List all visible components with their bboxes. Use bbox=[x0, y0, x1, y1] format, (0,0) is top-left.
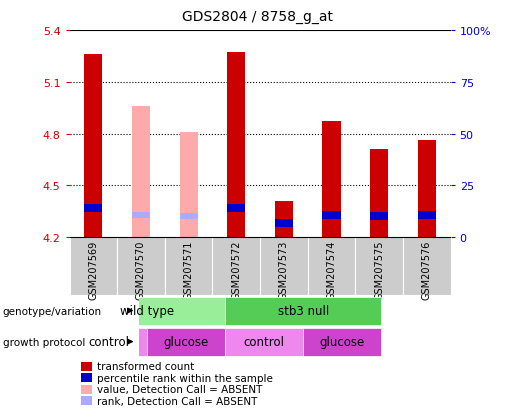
Text: GSM207576: GSM207576 bbox=[422, 240, 432, 299]
Text: GSM207573: GSM207573 bbox=[279, 240, 289, 299]
Bar bbox=[260, 237, 308, 295]
Text: transformed count: transformed count bbox=[97, 361, 195, 372]
Bar bbox=[84, 204, 102, 212]
Bar bbox=[132, 212, 150, 218]
Bar bbox=[70, 328, 147, 356]
Text: GSM207572: GSM207572 bbox=[231, 240, 241, 300]
Bar bbox=[81, 396, 92, 405]
Bar bbox=[275, 220, 293, 228]
Text: GSM207569: GSM207569 bbox=[89, 240, 98, 299]
Text: growth protocol: growth protocol bbox=[3, 337, 85, 347]
Text: percentile rank within the sample: percentile rank within the sample bbox=[97, 373, 273, 383]
Text: stb3 null: stb3 null bbox=[278, 304, 329, 317]
Text: GSM207570: GSM207570 bbox=[136, 240, 146, 299]
Text: GSM207575: GSM207575 bbox=[374, 240, 384, 300]
Bar bbox=[418, 141, 436, 237]
Text: GDS2804 / 8758_g_at: GDS2804 / 8758_g_at bbox=[182, 10, 333, 24]
Text: genotype/variation: genotype/variation bbox=[3, 306, 101, 316]
Bar bbox=[117, 237, 165, 295]
Text: control: control bbox=[88, 335, 129, 348]
Bar bbox=[227, 53, 245, 237]
Text: glucose: glucose bbox=[164, 335, 209, 348]
Bar bbox=[70, 297, 226, 325]
Text: rank, Detection Call = ABSENT: rank, Detection Call = ABSENT bbox=[97, 396, 258, 406]
Text: control: control bbox=[244, 335, 285, 348]
Text: glucose: glucose bbox=[319, 335, 365, 348]
Bar bbox=[322, 211, 340, 219]
Text: GSM207571: GSM207571 bbox=[184, 240, 194, 299]
Text: wild type: wild type bbox=[121, 304, 175, 317]
Bar bbox=[81, 385, 92, 394]
Bar bbox=[370, 150, 388, 237]
Bar bbox=[303, 328, 381, 356]
Bar bbox=[226, 328, 303, 356]
Bar bbox=[355, 237, 403, 295]
Bar bbox=[180, 133, 198, 237]
Bar bbox=[370, 213, 388, 221]
Text: value, Detection Call = ABSENT: value, Detection Call = ABSENT bbox=[97, 384, 263, 394]
Bar bbox=[226, 297, 381, 325]
Bar bbox=[180, 214, 198, 220]
Bar bbox=[81, 373, 92, 382]
Bar bbox=[84, 55, 102, 237]
Bar bbox=[70, 237, 117, 295]
Bar bbox=[307, 237, 355, 295]
Bar bbox=[165, 237, 212, 295]
Bar bbox=[275, 202, 293, 237]
Bar bbox=[212, 237, 260, 295]
Bar bbox=[81, 362, 92, 371]
Text: GSM207574: GSM207574 bbox=[327, 240, 336, 299]
Bar bbox=[403, 237, 451, 295]
Bar bbox=[132, 107, 150, 237]
Bar bbox=[227, 204, 245, 212]
Bar bbox=[322, 122, 340, 237]
Bar bbox=[147, 328, 226, 356]
Bar bbox=[418, 211, 436, 219]
